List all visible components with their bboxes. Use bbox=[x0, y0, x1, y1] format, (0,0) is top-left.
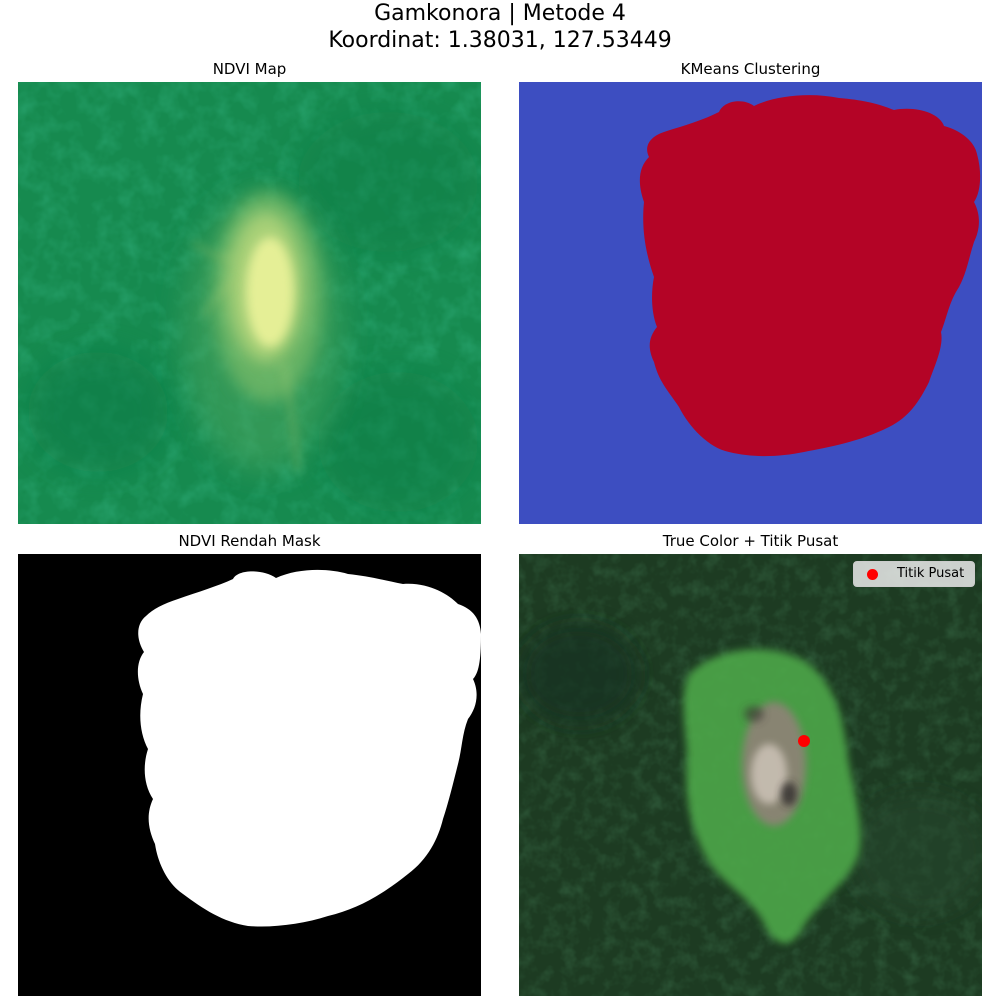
ndvi-map-image bbox=[18, 82, 481, 524]
kmeans-title: KMeans Clustering bbox=[680, 60, 821, 78]
ndvi-map-title: NDVI Map bbox=[212, 60, 287, 78]
center-point-marker bbox=[798, 735, 810, 747]
legend: Titik Pusat bbox=[853, 561, 975, 587]
mask-title: NDVI Rendah Mask bbox=[178, 532, 321, 550]
ndvi-map-graphic bbox=[18, 82, 481, 524]
legend-label: Titik Pusat bbox=[897, 566, 965, 581]
true-color-title: True Color + Titik Pusat bbox=[662, 532, 839, 550]
true-color-graphic bbox=[519, 554, 982, 996]
mask-image bbox=[18, 554, 481, 996]
mask-graphic bbox=[18, 554, 481, 996]
true-color-image: Titik Pusat bbox=[519, 554, 982, 996]
figure-subtitle-coordinates: Koordinat: 1.38031, 127.53449 bbox=[328, 28, 672, 53]
kmeans-image bbox=[519, 82, 982, 524]
figure-title: Gamkonora | Metode 4 bbox=[374, 1, 626, 26]
kmeans-graphic bbox=[519, 82, 982, 524]
legend-marker-icon bbox=[867, 569, 878, 580]
